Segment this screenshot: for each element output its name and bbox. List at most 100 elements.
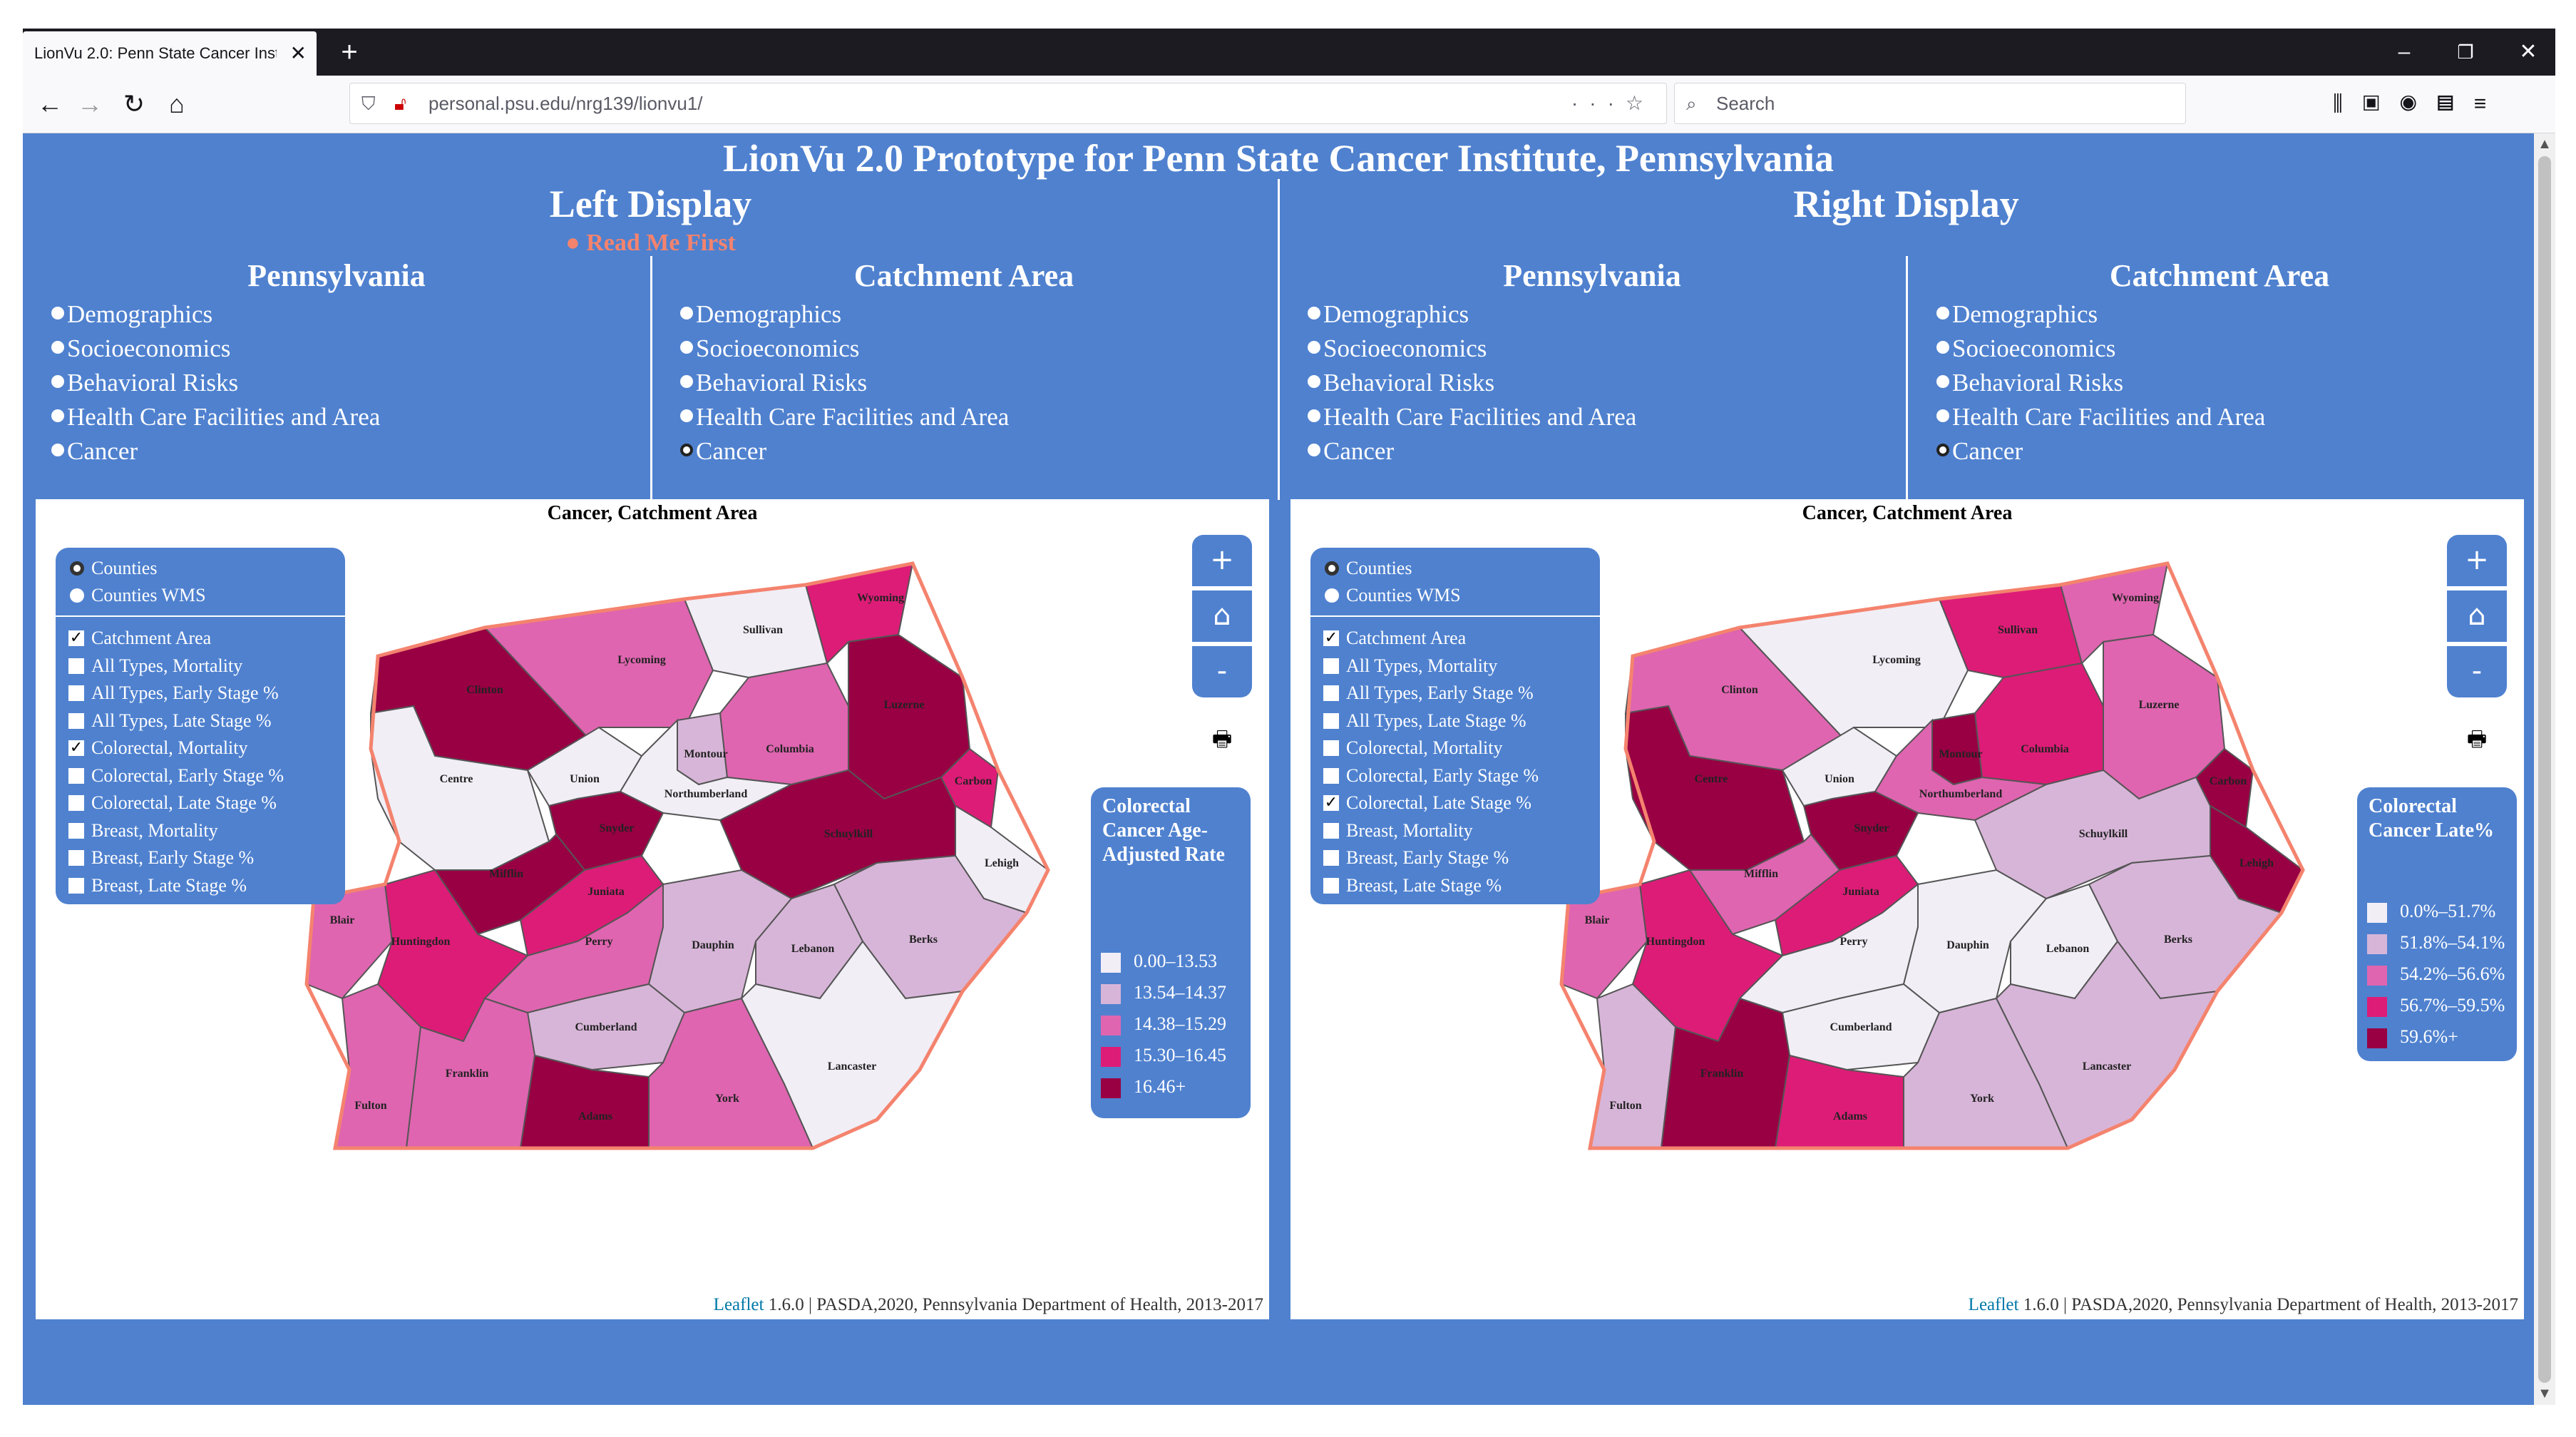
page-actions-icons[interactable]: ···☆ xyxy=(1571,92,1655,114)
read-me-label[interactable]: Read Me First xyxy=(586,230,736,256)
checkbox-icon[interactable]: ✓ xyxy=(68,739,84,757)
menu-item-behavioral-risks[interactable]: Behavioral Risks xyxy=(51,366,380,400)
menu-item-socioeconomics[interactable]: Socioeconomics xyxy=(680,332,1009,366)
radio-bullet-icon[interactable] xyxy=(680,341,693,354)
county-mifflin[interactable] xyxy=(433,833,586,936)
menu-item-health-care-facilities-and-area[interactable]: Health Care Facilities and Area xyxy=(1936,400,2265,434)
leaflet-link[interactable]: Leaflet xyxy=(713,1295,764,1314)
new-tab-button[interactable]: + xyxy=(341,36,358,68)
checkbox-icon[interactable] xyxy=(68,685,84,701)
leaflet-link[interactable]: Leaflet xyxy=(1968,1295,2019,1314)
menu-item-behavioral-risks[interactable]: Behavioral Risks xyxy=(1308,366,1636,400)
menu-item-behavioral-risks[interactable]: Behavioral Risks xyxy=(1936,366,2265,400)
radio-bullet-icon[interactable] xyxy=(1308,341,1320,354)
radio-bullet-icon[interactable] xyxy=(51,341,64,354)
overlay-option[interactable]: All Types, Mortality xyxy=(1323,655,1497,677)
read-me-link[interactable]: ● Read Me First xyxy=(565,230,736,256)
base-layer-option[interactable]: Counties xyxy=(70,558,157,579)
overlay-option[interactable]: All Types, Late Stage % xyxy=(68,710,272,732)
overlay-option[interactable]: ✓ Colorectal, Mortality xyxy=(68,737,248,759)
overlay-option[interactable]: Colorectal, Late Stage % xyxy=(68,792,277,814)
vertical-scrollbar[interactable]: ▲ ▼ xyxy=(2534,133,2555,1405)
base-layer-option[interactable]: Counties WMS xyxy=(70,585,206,606)
forward-icon[interactable]: → xyxy=(77,89,103,118)
overlay-option[interactable]: Colorectal, Mortality xyxy=(1323,737,1503,759)
menu-item-behavioral-risks[interactable]: Behavioral Risks xyxy=(680,366,1009,400)
checkbox-icon[interactable] xyxy=(1323,658,1339,674)
right-map-panel[interactable]: Clinton Lycoming Sullivan Wyoming Luzerne Car… xyxy=(1290,499,2524,1319)
overlay-option[interactable]: All Types, Early Stage % xyxy=(1323,682,1534,704)
toolbar-icons[interactable]: ⫼▣◉▤≡ xyxy=(2333,92,2507,116)
overlay-option[interactable]: Breast, Late Stage % xyxy=(1323,875,1502,896)
checkbox-icon[interactable] xyxy=(68,850,84,866)
checkbox-icon[interactable] xyxy=(68,877,84,894)
radio-icon[interactable] xyxy=(1325,561,1339,576)
overlay-option[interactable]: All Types, Late Stage % xyxy=(1323,710,1526,732)
radio-bullet-icon[interactable] xyxy=(51,307,64,319)
menu-item-cancer[interactable]: Cancer xyxy=(51,434,380,469)
menu-item-health-care-facilities-and-area[interactable]: Health Care Facilities and Area xyxy=(51,400,380,434)
left-map[interactable]: Clinton Lycoming Sullivan Wyoming Luzerne Car… xyxy=(36,499,1269,1319)
radio-bullet-icon[interactable] xyxy=(680,409,693,422)
overlay-option[interactable]: Breast, Early Stage % xyxy=(1323,847,1509,869)
radio-bullet-icon[interactable] xyxy=(1936,307,1949,319)
home-button[interactable]: ⌂ xyxy=(1192,590,1252,642)
checkbox-icon[interactable] xyxy=(1323,685,1339,701)
menu-item-health-care-facilities-and-area[interactable]: Health Care Facilities and Area xyxy=(680,400,1009,434)
overlay-option[interactable]: Breast, Early Stage % xyxy=(68,847,254,869)
print-icon[interactable]: 🖶 xyxy=(1211,727,1233,752)
minimize-icon[interactable]: – xyxy=(2398,40,2411,63)
overlay-option[interactable]: ✓ Catchment Area xyxy=(1323,628,1466,649)
overlay-option[interactable]: Colorectal, Early Stage % xyxy=(1323,765,1539,787)
scroll-up-arrow[interactable]: ▲ xyxy=(2537,136,2552,152)
browser-tab[interactable]: LionVu 2.0: Penn State Cancer Instit ✕ xyxy=(23,31,317,76)
overlay-option[interactable]: ✓ Catchment Area xyxy=(68,628,211,649)
checkbox-icon[interactable]: ✓ xyxy=(1323,629,1339,647)
menu-item-cancer[interactable]: Cancer xyxy=(1308,434,1636,469)
menu-item-demographics[interactable]: Demographics xyxy=(51,297,380,332)
menu-item-demographics[interactable]: Demographics xyxy=(680,297,1009,332)
menu-item-health-care-facilities-and-area[interactable]: Health Care Facilities and Area xyxy=(1308,400,1636,434)
county-adams[interactable] xyxy=(519,1054,650,1149)
radio-icon[interactable] xyxy=(70,588,84,603)
left-layer-control[interactable]: Counties Counties WMS ✓ Catchment Area All T… xyxy=(56,548,345,904)
zoom-in-button[interactable]: + xyxy=(2447,535,2507,586)
radio-bullet-icon[interactable] xyxy=(1936,375,1949,388)
radio-bullet-icon[interactable] xyxy=(1936,444,1949,456)
window-close-icon[interactable]: ✕ xyxy=(2519,40,2537,63)
search-input[interactable]: ⌕ Search xyxy=(1674,83,2186,124)
radio-bullet-icon[interactable] xyxy=(680,444,693,456)
tab-close-icon[interactable]: ✕ xyxy=(289,42,307,64)
checkbox-icon[interactable] xyxy=(1323,740,1339,756)
county-columbia[interactable] xyxy=(1974,662,2104,786)
menu-item-demographics[interactable]: Demographics xyxy=(1936,297,2265,332)
checkbox-icon[interactable] xyxy=(68,767,84,784)
overlay-option[interactable]: Breast, Mortality xyxy=(1323,820,1473,842)
scroll-thumb[interactable] xyxy=(2538,156,2551,1383)
base-layer-option[interactable]: Counties xyxy=(1325,558,1412,579)
radio-bullet-icon[interactable] xyxy=(1308,444,1320,456)
overlay-option[interactable]: Breast, Mortality xyxy=(68,820,218,842)
shield-icon[interactable]: ⛉ xyxy=(361,93,376,114)
checkbox-icon[interactable] xyxy=(68,795,84,811)
checkbox-icon[interactable] xyxy=(68,658,84,674)
menu-item-socioeconomics[interactable]: Socioeconomics xyxy=(1936,332,2265,366)
radio-bullet-icon[interactable] xyxy=(51,375,64,388)
reload-icon[interactable]: ↻ xyxy=(123,89,145,118)
checkbox-icon[interactable] xyxy=(1323,877,1339,894)
menu-item-cancer[interactable]: Cancer xyxy=(680,434,1009,469)
radio-icon[interactable] xyxy=(70,561,84,576)
radio-icon[interactable] xyxy=(1325,588,1339,603)
checkbox-icon[interactable] xyxy=(68,712,84,729)
county-columbia[interactable] xyxy=(719,662,849,786)
insecure-lock-icon[interactable]: 🔓︎ xyxy=(394,93,406,114)
home-button[interactable]: ⌂ xyxy=(2447,590,2507,642)
checkbox-icon[interactable]: ✓ xyxy=(1323,794,1339,812)
checkbox-icon[interactable] xyxy=(1323,767,1339,784)
radio-bullet-icon[interactable] xyxy=(51,444,64,456)
restore-icon[interactable]: ❐ xyxy=(2457,41,2474,63)
county-adams[interactable] xyxy=(1774,1054,1904,1149)
radio-bullet-icon[interactable] xyxy=(51,409,64,422)
base-layer-option[interactable]: Counties WMS xyxy=(1325,585,1461,606)
zoom-out-button[interactable]: - xyxy=(1192,646,1252,697)
